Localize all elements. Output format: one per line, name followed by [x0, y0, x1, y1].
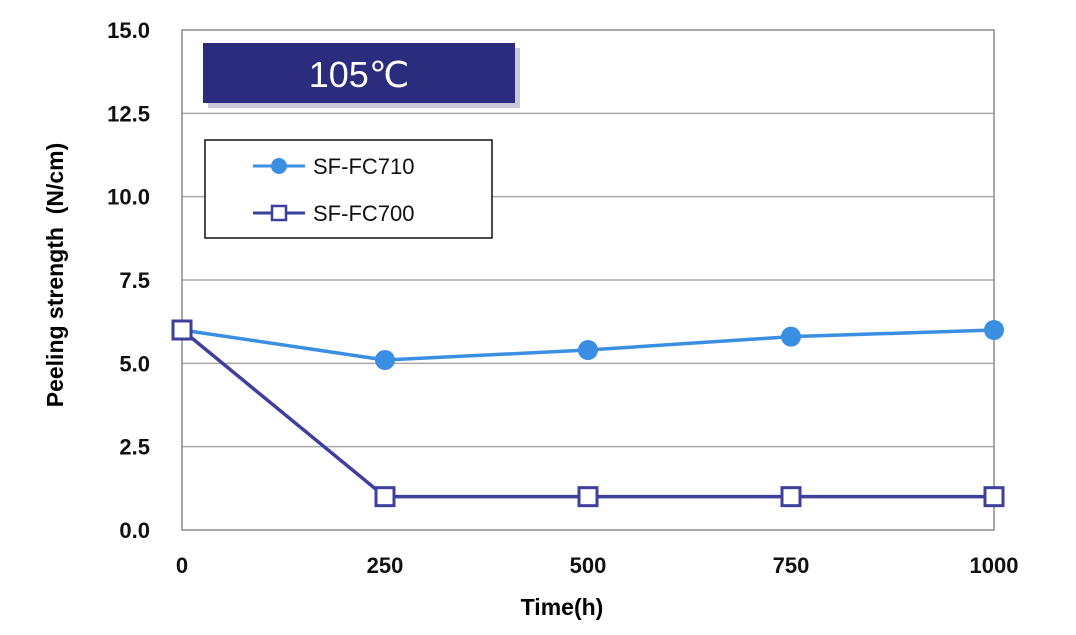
title-banner: 105℃: [203, 43, 520, 108]
legend-box: [204, 139, 493, 239]
x-tick-label-3: 750: [773, 553, 810, 578]
plot-frame: [181, 29, 995, 531]
legend-label-sf-fc710: SF-FC710: [313, 154, 414, 179]
title-banner-box: [203, 43, 515, 103]
x-tick-label-2: 500: [570, 553, 607, 578]
x-tick-label-4: 1000: [970, 553, 1019, 578]
y-tick-label-2: 5.0: [119, 351, 150, 376]
chart-title: 105℃: [309, 54, 410, 95]
point-sf-fc710-4: [984, 320, 1004, 340]
x-axis-title: Time(h): [521, 594, 604, 620]
y-tick-label-4: 10.0: [107, 185, 150, 210]
legend-marker-sf-fc700: [270, 204, 288, 222]
point-sf-fc700-2: [577, 486, 599, 508]
point-sf-fc700-4: [983, 486, 1005, 508]
y-axis-title: Peeling strength (N/cm): [42, 143, 68, 408]
series-layer: [171, 319, 1005, 508]
y-tick-label-6: 15.0: [107, 18, 150, 43]
x-tick-label-0: 0: [176, 553, 188, 578]
legend-label-sf-fc700: SF-FC700: [313, 201, 414, 226]
y-tick-label-0: 0.0: [119, 518, 150, 543]
point-sf-fc710-2: [578, 340, 598, 360]
point-sf-fc710-1: [375, 350, 395, 370]
y-tick-label-5: 12.5: [107, 101, 150, 126]
legend-marker-sf-fc710: [271, 158, 287, 174]
legend: SF-FC710 SF-FC700: [204, 139, 493, 239]
y-tick-label-1: 2.5: [119, 435, 150, 460]
tick-labels: 0.0 2.5 5.0 7.5 10.0 12.5 15.0 0 250 500 750 1000: [107, 18, 1018, 578]
point-sf-fc700-3: [780, 486, 802, 508]
point-sf-fc700-1: [374, 486, 396, 508]
x-tick-label-1: 250: [367, 553, 404, 578]
point-sf-fc700-0: [171, 319, 193, 341]
y-tick-label-3: 7.5: [119, 268, 150, 293]
point-sf-fc710-3: [781, 326, 801, 347]
